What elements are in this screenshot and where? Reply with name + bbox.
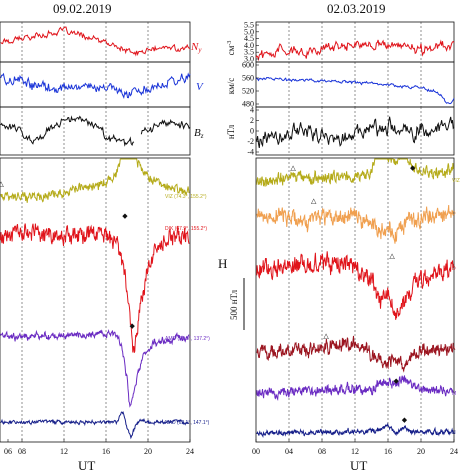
y-tick-label: 5.0 [244,27,254,36]
series-line-b [255,116,455,148]
station-line-dik-orange [256,204,454,244]
diamond-marker: ◆ [410,164,416,172]
y-tick-label: 0 [250,127,254,136]
triangle-marker: △ [311,197,317,205]
station-label: N [452,430,456,436]
left-station-panel [0,157,191,443]
diamond-marker: ◆ [122,212,128,220]
station-line-viz [256,158,454,187]
left-ut-label: UT [78,458,95,473]
y-tick-label: 520 [242,87,254,96]
y-tick-label: 4.5 [244,34,254,43]
x-tick-label: 04 [285,447,293,456]
station-label: D [452,211,456,217]
station-label: DIK (67.9°, 155.2°) [165,226,207,232]
y-tick-label: 480 [242,100,254,109]
y-tick-label: 5.5 [244,21,254,30]
right-ut-label: UT [350,458,367,473]
y-tick-label: 2 [250,116,254,125]
y-tick-label: 4.0 [244,41,254,50]
x-tick-label: 20 [144,447,152,456]
right-ny-unit: см-3 [226,41,236,56]
scale-bar-label: 500 нТл [229,289,239,320]
station-label: NAD (62.1°, 147.1°) [165,420,210,426]
y-tick-label: 560 [242,74,254,83]
triangle-marker: △ [389,252,395,260]
series-line-v [0,72,191,99]
station-label: AMD (65.3°, 137.2°) [165,336,210,342]
x-tick-label: 16 [384,447,392,456]
left-ny-panel [0,21,191,63]
station-line-amd [0,328,190,408]
station-line-nad [256,422,454,439]
station-line-amd [256,335,454,373]
x-tick-label: 00 [252,447,260,456]
station-label: A [452,346,456,352]
station-line-mgd [256,375,454,402]
y-tick-label: 600 [242,61,254,70]
station-label: D [452,266,456,272]
right-v-panel [255,61,455,108]
x-tick-label: 12 [351,447,359,456]
series-line-b [0,115,191,147]
right-v-unit: км/с [226,78,236,95]
x-tick-label: 20 [417,447,425,456]
series-line-n [0,26,191,57]
diamond-marker: ◆ [402,416,408,424]
x-tick-label: 24 [450,447,458,456]
right-date-title: 02.03.2019 [327,1,386,16]
y-tick-label: -4 [247,148,254,157]
left-bz-panel [0,106,191,156]
series-line-n [255,39,455,62]
station-line-dik [0,223,190,353]
y-tick-label: -2 [247,137,254,146]
y-tick-label: 3.5 [244,48,254,57]
x-tick-label: 24 [186,447,194,456]
y-tick-label: 4 [250,106,254,115]
triangle-marker: △ [323,332,329,340]
left-bz-label: Bz [194,127,204,140]
x-tick-label: 08 [18,447,26,456]
station-line-viz [0,158,190,203]
station-label: VIZ (74.3°, 155.2°) [165,194,207,200]
station-line-dik [256,251,454,320]
series-line-v [255,76,455,105]
diamond-marker: ◆ [394,377,400,385]
left-date-title: 09.02.2019 [53,1,112,16]
right-bz-unit: нТл [226,124,236,139]
station-line-nad [0,410,190,440]
station-label: VIZ [452,178,460,184]
diamond-marker: ◆ [130,322,136,330]
h-axis-label: H [218,256,227,271]
y-tick-label: 3.0 [244,55,254,64]
left-v-label: V [196,81,204,93]
x-tick-label: 08 [318,447,326,456]
triangle-marker: △ [290,164,296,172]
left-ny-label: Ny [190,41,202,54]
x-tick-label: 16 [102,447,110,456]
x-tick-label: 12 [60,447,68,456]
left-v-panel [0,61,191,108]
triangle-marker: △ [0,180,4,188]
station-label: M [452,391,456,397]
x-tick-label: 06 [4,447,12,456]
